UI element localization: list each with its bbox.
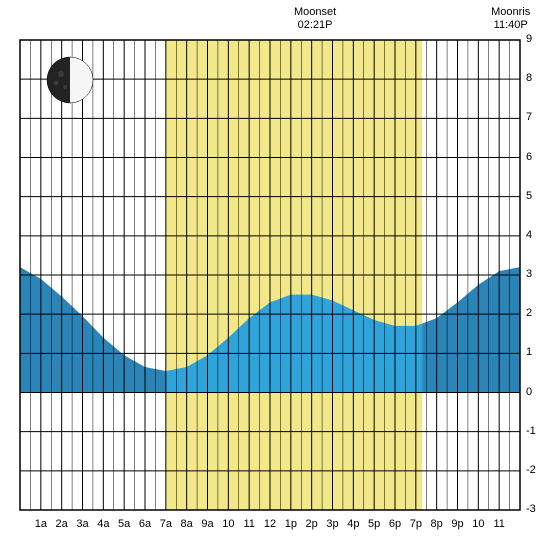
x-tick-label: 4p [347,518,359,530]
y-tick-label: 8 [526,72,532,84]
x-tick-label: 12 [264,518,276,530]
x-tick-label: 11 [493,518,504,530]
x-tick-label: 6a [139,518,151,530]
x-tick-label: 7a [160,518,172,530]
x-tick-label: 2a [56,518,68,530]
moonrise-time: 11:40P [491,19,530,32]
y-tick-label: -3 [526,503,536,515]
y-tick-label: 9 [526,33,532,45]
moonrise-label: Moonris 11:40P [491,6,530,32]
y-tick-label: 2 [526,307,532,319]
y-tick-label: 0 [526,386,532,398]
y-tick-label: 5 [526,190,532,202]
y-tick-label: 3 [526,268,532,280]
y-tick-label: -2 [526,464,536,476]
x-tick-label: 2p [306,518,318,530]
x-tick-label: 5p [368,518,380,530]
x-tick-label: 1a [35,518,47,530]
y-tick-label: 4 [526,229,532,241]
x-tick-label: 7p [410,518,422,530]
x-tick-label: 8p [431,518,443,530]
moonrise-title: Moonris [491,6,530,19]
x-tick-label: 5a [118,518,130,530]
y-tick-label: 1 [526,346,532,358]
x-tick-label: 8a [181,518,193,530]
tide-chart: Moonset 02:21P Moonris 11:40P -3-2-10123… [0,0,550,550]
x-tick-label: 9p [451,518,463,530]
x-tick-label: 3p [326,518,338,530]
x-tick-label: 9a [201,518,213,530]
x-tick-label: 6p [389,518,401,530]
x-tick-label: 11 [243,518,254,530]
moonset-title: Moonset [294,6,336,19]
x-tick-label: 10 [222,518,234,530]
y-tick-label: -1 [526,425,536,437]
x-tick-label: 3a [76,518,88,530]
moonset-time: 02:21P [294,19,336,32]
chart-canvas [0,0,550,550]
x-tick-label: 1p [285,518,297,530]
moonset-label: Moonset 02:21P [294,6,336,32]
x-tick-label: 4a [97,518,109,530]
y-tick-label: 7 [526,111,532,123]
y-tick-label: 6 [526,151,532,163]
x-tick-label: 10 [472,518,484,530]
